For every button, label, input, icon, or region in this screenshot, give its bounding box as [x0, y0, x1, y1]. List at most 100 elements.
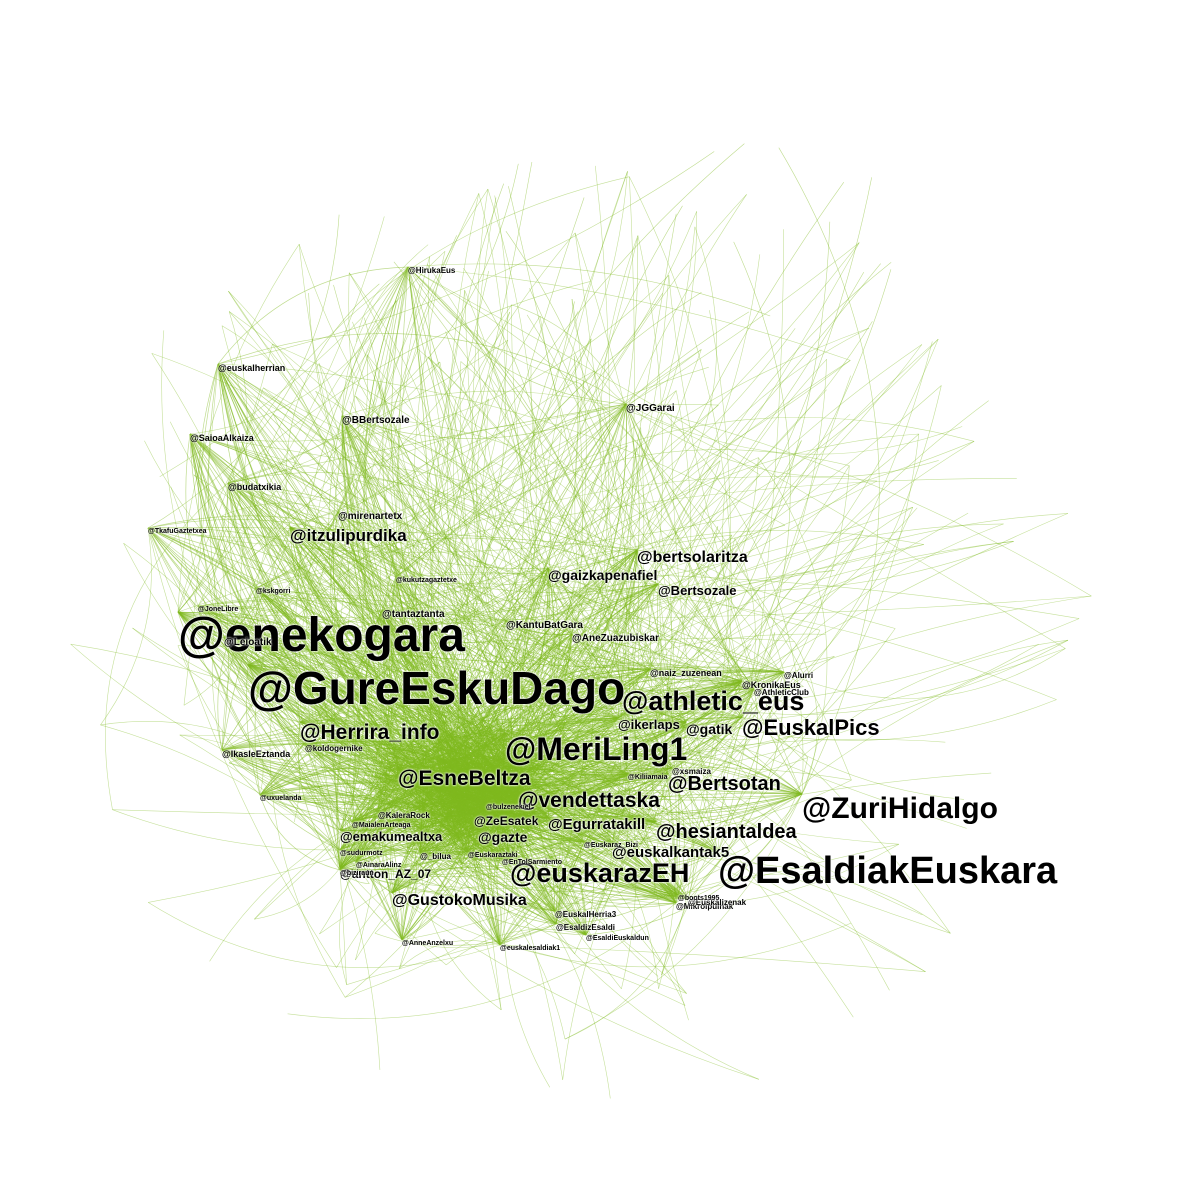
- node-label-gatik: @gatik: [686, 721, 733, 737]
- edge: [221, 325, 339, 513]
- edge: [625, 403, 939, 478]
- edge: [499, 944, 926, 972]
- edge: [681, 716, 743, 851]
- edge: [255, 587, 476, 846]
- edge: [346, 923, 557, 985]
- edge: [259, 794, 403, 897]
- edge: [741, 716, 965, 800]
- edge: [382, 266, 501, 820]
- edge: [649, 668, 694, 976]
- node-label-zeesatek: @ZeEsatek: [474, 814, 539, 828]
- edge: [665, 474, 760, 775]
- edge: [471, 197, 506, 734]
- edge: [272, 343, 687, 723]
- node-label-meriling1: @MeriLing1: [505, 731, 688, 767]
- node-label-vendettaska: @vendettaska: [518, 789, 660, 812]
- node-label-jonelibre: @JoneLibre: [198, 606, 239, 613]
- node-label-gustokomusika: @GustokoMusika: [392, 892, 527, 909]
- node-label-anneanzelxu: @AnneAnzelxu: [402, 940, 454, 947]
- edge: [395, 573, 1080, 619]
- edge: [517, 171, 628, 791]
- edge: [615, 472, 743, 718]
- edge: [177, 387, 264, 613]
- edge: [539, 721, 687, 788]
- edge: [395, 417, 975, 578]
- edge: [355, 395, 395, 611]
- edge: [677, 843, 899, 896]
- node-label-xsmaiza: @xsmaiza: [672, 767, 711, 776]
- edge: [289, 526, 457, 766]
- edge: [407, 847, 719, 893]
- node-label-maialenarteaga: @MaialenArteaga: [352, 822, 411, 829]
- edge: [217, 363, 477, 820]
- edge: [505, 620, 1069, 715]
- node-label-ainaraalinz: @AinaraAlinz: [356, 862, 402, 869]
- edge: [228, 291, 638, 551]
- edge: [425, 567, 549, 856]
- edge: [480, 819, 689, 900]
- node-label-gaizkapenafiel: @gaizkapenafiel: [548, 567, 658, 583]
- edge: [339, 869, 370, 884]
- edge: [227, 281, 590, 484]
- edge: [477, 567, 549, 767]
- edge: [407, 266, 1066, 649]
- node-label-athleticclub: @AthleticClub: [754, 688, 809, 697]
- edge: [447, 792, 514, 815]
- edge: [794, 641, 818, 795]
- node-label-naiz-zuzenean: @naiz_zuzenean: [650, 668, 722, 678]
- edge: [446, 928, 587, 966]
- edge: [741, 513, 1069, 682]
- edge: [391, 823, 432, 894]
- edge: [341, 415, 548, 750]
- edge: [197, 605, 450, 785]
- edge: [687, 375, 851, 900]
- edge: [407, 266, 851, 361]
- edge: [197, 583, 1057, 700]
- edge: [445, 726, 484, 817]
- edge: [341, 390, 760, 476]
- edge: [189, 300, 397, 435]
- edge: [717, 530, 864, 853]
- edge: [356, 266, 409, 343]
- edge: [574, 232, 677, 904]
- edge: [339, 869, 347, 985]
- node-label-kukutzagaztetxe: @kukutzagaztetxe: [396, 577, 457, 584]
- edge: [687, 757, 808, 900]
- node-label-bertsotan: @Bertsotan: [668, 773, 781, 795]
- edge: [664, 412, 804, 795]
- edge: [649, 668, 890, 991]
- edge: [671, 400, 989, 769]
- edge: [391, 789, 526, 824]
- node-label-herrira-info: @Herrira_info: [300, 721, 440, 744]
- edge: [217, 363, 490, 837]
- edge: [564, 793, 803, 1040]
- node-label-hesiantaldea: @hesiantaldea: [656, 821, 797, 843]
- node-label-biziraun: @biziraun: [340, 870, 374, 877]
- node-label-zurihidalgo: @ZuriHidalgo: [802, 792, 998, 825]
- node-label-alurri: @Alurri: [784, 671, 814, 680]
- edge: [480, 403, 627, 777]
- edge: [348, 272, 689, 900]
- edge: [649, 338, 939, 670]
- edge: [649, 359, 827, 670]
- edge: [547, 549, 752, 595]
- edge: [670, 414, 719, 853]
- node-label-euskalherria3: @EuskalHerria3: [555, 910, 617, 919]
- edge: [227, 482, 951, 934]
- node-label-budatxikia: @budatxikia: [228, 482, 282, 492]
- edge: [655, 523, 1004, 823]
- edge: [418, 349, 657, 823]
- edge: [657, 541, 1014, 591]
- edge: [505, 779, 803, 795]
- edge: [668, 275, 803, 795]
- edge: [529, 688, 755, 826]
- edge: [105, 482, 229, 810]
- edge: [391, 892, 759, 1080]
- node-label-itzulipurdika: @itzulipurdika: [290, 526, 407, 545]
- edge: [112, 809, 341, 851]
- edge: [395, 171, 628, 578]
- node-label-ikasleeztanda: @IkasleEztanda: [222, 749, 291, 759]
- edge: [341, 415, 791, 690]
